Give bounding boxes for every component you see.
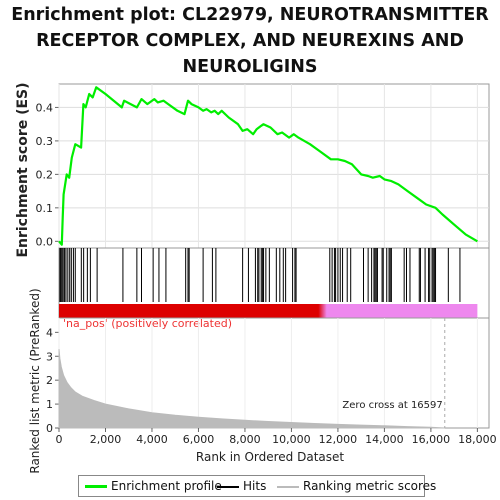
x-tick-label: 10,000 [272,433,311,446]
x-axis: 0 2,000 4,000 6,000 8,000 10,000 12,000 14,000 1… [56,428,497,464]
x-tick-label: 8,000 [229,433,261,446]
x-tick-label: 2,000 [90,433,122,446]
x-axis-label: Rank in Ordered Dataset [196,450,344,464]
positive-label: 'na_pos' (positively correlated) [63,317,232,330]
legend-item-enrichment: Enrichment profile [85,479,222,493]
es-tick-label: 0.0 [36,235,54,248]
metric-tick-label: 4 [46,326,53,339]
x-tick-label: 4,000 [136,433,168,446]
metric-tick-label: 1 [46,398,53,411]
legend-item-metric: Ranking metric scores [277,479,436,493]
es-tick-label: 0.2 [36,168,54,181]
hits-panel: 'na_pos' (positively correlated) [58,247,490,330]
metric-axis-label: Ranked list metric (PreRanked) [28,288,42,473]
enrichment-panel: 0.0 0.1 0.2 0.3 0.4 Enrichment score (ES) [15,82,490,258]
x-tick-label: 16,000 [412,433,451,446]
x-tick-label: 18,000 [458,433,497,446]
metric-swatch-icon [277,485,299,488]
legend: Enrichment profile Hits Ranking metric s… [78,475,436,497]
zero-cross-label: Zero cross at 16597 [342,400,442,411]
legend-label-metric: Ranking metric scores [303,479,437,493]
es-axis-label: Enrichment score (ES) [15,82,31,257]
hits-swatch-icon [217,485,239,488]
x-tick-label: 6,000 [183,433,215,446]
es-tick-label: 0.4 [36,101,54,114]
ranking-metric-panel: 0 1 2 3 4 Zero cross at 16597 Ranked list metr… [28,288,490,474]
metric-tick-label: 0 [46,422,53,435]
legend-label-hits: Hits [243,479,267,493]
enrichment-swatch-icon [85,485,107,488]
chart-title: Enrichment plot: CL22979, NEUROTRANSMITT… [11,5,489,77]
metric-tick-label: 2 [46,374,53,387]
ranking-metric-area [58,349,445,429]
metric-tick-label: 3 [46,350,53,363]
rank-color-bar [59,304,478,318]
legend-label-enrichment: Enrichment profile [111,479,222,493]
enrichment-line [58,86,478,246]
legend-item-hits: Hits [217,479,266,493]
x-tick-label: 14,000 [365,433,404,446]
x-tick-label: 12,000 [319,433,358,446]
es-tick-label: 0.3 [36,135,54,148]
enrichment-frame [58,83,490,249]
x-tick-label: 0 [56,433,63,446]
es-tick-label: 0.1 [36,202,54,215]
